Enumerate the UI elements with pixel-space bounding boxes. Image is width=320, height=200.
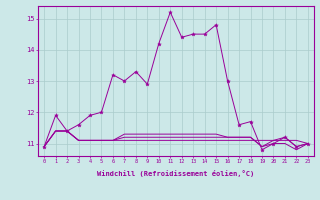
X-axis label: Windchill (Refroidissement éolien,°C): Windchill (Refroidissement éolien,°C) [97,170,255,177]
